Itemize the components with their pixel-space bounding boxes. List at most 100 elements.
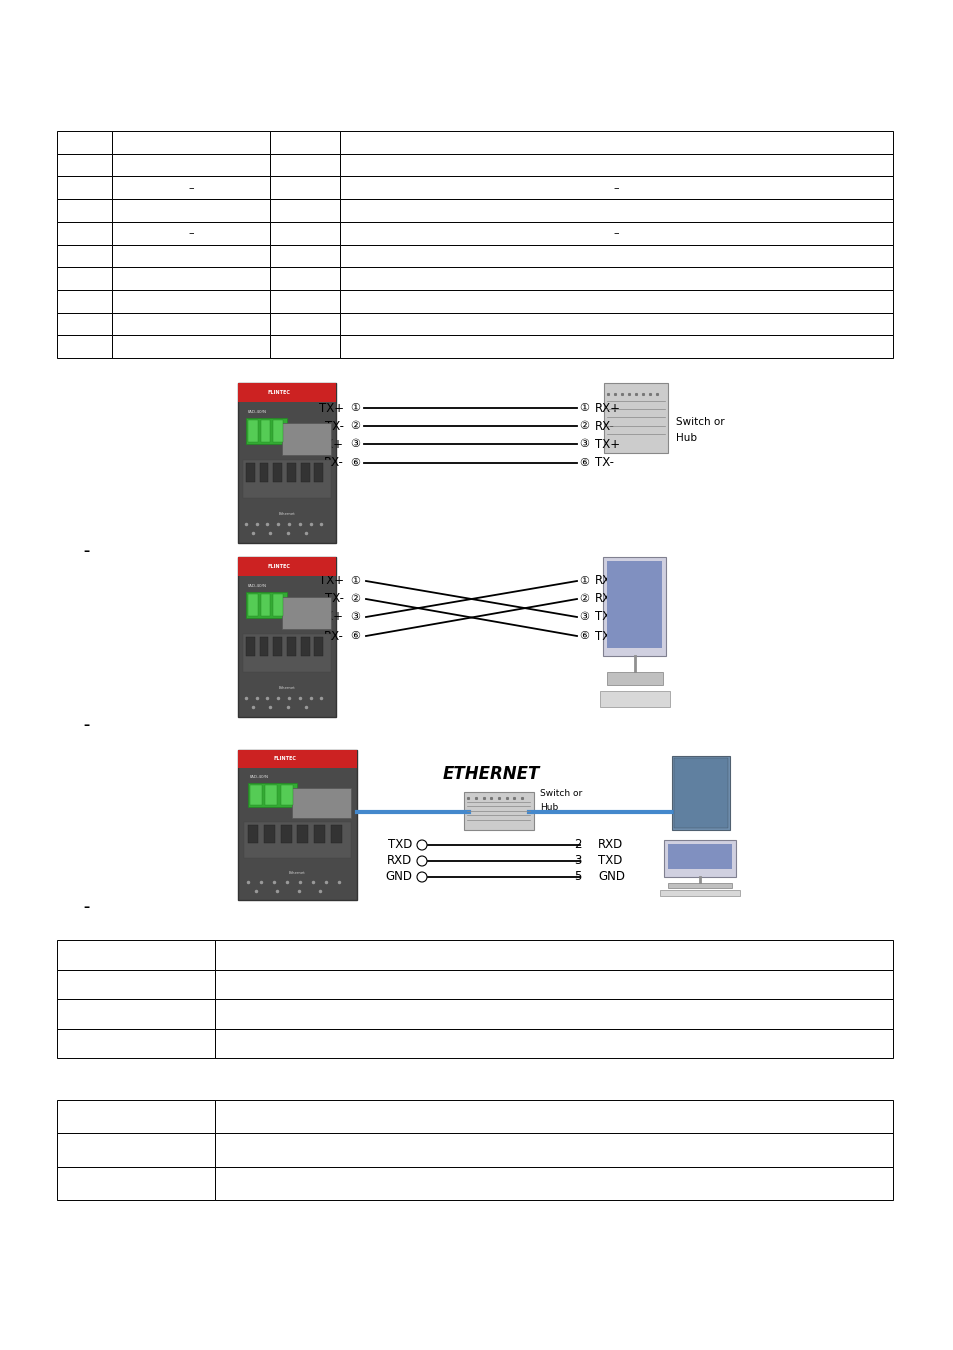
Text: ③: ③: [578, 439, 588, 450]
Bar: [57, 198, 112, 221]
Bar: [57, 313, 112, 335]
Text: FLINTEC: FLINTEC: [267, 390, 290, 396]
Bar: [339, 177, 892, 198]
Bar: [339, 313, 892, 335]
Bar: [606, 672, 662, 684]
Text: ②: ②: [350, 594, 359, 603]
Bar: [247, 783, 297, 807]
Text: TX-: TX-: [595, 456, 614, 470]
Bar: [599, 691, 669, 707]
Bar: [671, 756, 729, 830]
Text: ②: ②: [578, 594, 588, 603]
Bar: [300, 637, 309, 656]
Bar: [339, 221, 892, 244]
Bar: [112, 221, 270, 244]
Text: ③: ③: [578, 612, 588, 622]
Bar: [244, 822, 351, 859]
Text: TX-: TX-: [325, 593, 344, 606]
Text: TX-: TX-: [595, 629, 614, 643]
Text: ETHERNET: ETHERNET: [442, 765, 539, 783]
Text: TX+: TX+: [318, 575, 344, 587]
Bar: [57, 221, 112, 244]
Bar: [57, 154, 112, 177]
Bar: [270, 290, 339, 313]
Bar: [57, 1166, 214, 1200]
Bar: [603, 558, 666, 656]
Text: TXD: TXD: [598, 855, 621, 868]
Text: RX-: RX-: [595, 420, 615, 432]
Bar: [57, 244, 112, 267]
Bar: [112, 131, 270, 154]
Bar: [57, 999, 214, 1029]
Bar: [246, 418, 287, 444]
Bar: [273, 637, 282, 656]
Bar: [265, 784, 277, 805]
Bar: [331, 825, 341, 842]
Bar: [237, 558, 335, 576]
Text: –: –: [613, 228, 618, 238]
Text: FAD-40/N: FAD-40/N: [248, 583, 267, 587]
Text: ③: ③: [350, 439, 359, 450]
Bar: [214, 1166, 892, 1200]
Bar: [112, 267, 270, 290]
Bar: [663, 840, 735, 878]
Bar: [112, 313, 270, 335]
Text: –: –: [613, 182, 618, 193]
Bar: [270, 198, 339, 221]
Bar: [112, 154, 270, 177]
Circle shape: [416, 872, 427, 882]
Text: –: –: [188, 182, 193, 193]
Bar: [667, 844, 731, 869]
Bar: [259, 637, 268, 656]
Bar: [297, 825, 308, 842]
Text: 5: 5: [574, 871, 581, 883]
Text: TXD: TXD: [387, 838, 412, 852]
Bar: [214, 1029, 892, 1058]
Bar: [243, 460, 331, 498]
Bar: [57, 1100, 214, 1134]
Text: ①: ①: [578, 576, 588, 586]
Bar: [112, 244, 270, 267]
Text: TX+: TX+: [318, 401, 344, 414]
Text: RX-: RX-: [324, 629, 344, 643]
Text: ①: ①: [350, 404, 359, 413]
Bar: [607, 562, 661, 648]
Bar: [237, 751, 356, 900]
Bar: [270, 244, 339, 267]
Bar: [300, 463, 309, 482]
Bar: [280, 825, 292, 842]
Text: ①: ①: [350, 576, 359, 586]
Bar: [270, 131, 339, 154]
Text: TX+: TX+: [595, 610, 619, 624]
Text: RX+: RX+: [595, 575, 620, 587]
Text: ①: ①: [578, 404, 588, 413]
Bar: [112, 290, 270, 313]
Bar: [246, 463, 254, 482]
Bar: [273, 594, 283, 616]
Bar: [270, 335, 339, 358]
Bar: [273, 420, 283, 441]
Bar: [673, 757, 727, 828]
Text: RXD: RXD: [598, 838, 622, 852]
Text: 2: 2: [574, 838, 581, 852]
Text: RX+: RX+: [595, 401, 620, 414]
Bar: [270, 177, 339, 198]
Text: RX-: RX-: [324, 456, 344, 470]
Text: FLINTEC: FLINTEC: [267, 564, 290, 570]
Text: 3: 3: [574, 855, 581, 868]
Bar: [237, 383, 335, 402]
Bar: [463, 792, 534, 830]
Bar: [57, 131, 112, 154]
Bar: [287, 463, 295, 482]
Bar: [237, 558, 335, 717]
Bar: [339, 335, 892, 358]
Bar: [259, 463, 268, 482]
Text: Switch or: Switch or: [676, 417, 724, 427]
Bar: [270, 267, 339, 290]
Text: ⑥: ⑥: [578, 630, 588, 641]
Text: RX+: RX+: [317, 610, 344, 624]
Text: Ethernet: Ethernet: [289, 871, 306, 875]
Text: RX-: RX-: [595, 593, 615, 606]
Bar: [214, 999, 892, 1029]
Bar: [282, 597, 331, 629]
